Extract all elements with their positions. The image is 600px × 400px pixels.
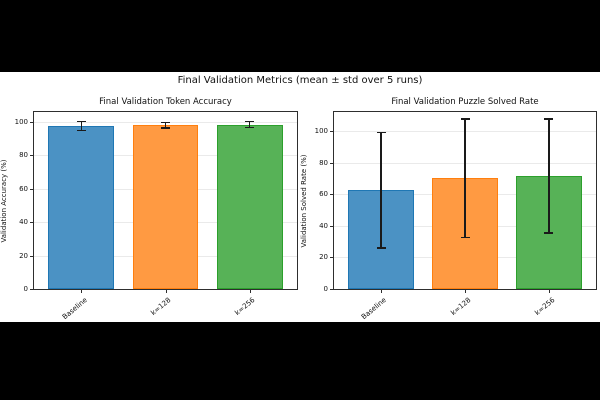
y-tick-label: 100 — [14, 118, 28, 127]
x-tick-label: k=128 — [149, 296, 173, 318]
error-bar-cap — [376, 131, 386, 134]
axes-title-puzzle-solved-rate: Final Validation Puzzle Solved Rate — [391, 97, 539, 107]
figure-title: Final Validation Metrics (mean ± std ove… — [177, 75, 423, 86]
error-bar-cap — [544, 232, 554, 234]
error-bar — [248, 121, 251, 128]
bar-k=128 — [132, 125, 199, 289]
x-tick-mark — [249, 289, 251, 293]
error-bar-cap — [544, 118, 554, 120]
axes-title-token-accuracy: Final Validation Token Accuracy — [99, 97, 232, 107]
error-bar — [548, 119, 550, 233]
error-bar-cap — [161, 127, 170, 129]
x-tick-mark — [381, 289, 383, 293]
y-tick-mark — [30, 122, 34, 124]
y-tick-mark — [330, 289, 334, 290]
bar-k=256 — [216, 124, 283, 289]
y-tick-label: 20 — [319, 253, 328, 262]
y-tick-label: 80 — [319, 158, 328, 167]
y-tick-label: 100 — [314, 126, 328, 135]
axes-puzzle-solved-rate: Final Validation Puzzle Solved Rate Vali… — [300, 97, 597, 321]
error-bar-cap — [460, 118, 470, 120]
y-tick-label: 60 — [319, 190, 328, 199]
error-bar-cap — [460, 236, 470, 239]
y-tick-mark — [30, 222, 34, 224]
y-tick-mark — [330, 130, 334, 132]
x-tick-label: Baseline — [360, 296, 389, 322]
x-tick-label: k=256 — [233, 296, 257, 318]
y-axis-label-puzzle-solved-rate: Validation Solved Rate (%) — [300, 154, 308, 247]
y-tick-mark — [30, 289, 34, 290]
axes-token-accuracy: Final Validation Token Accuracy Validati… — [0, 97, 298, 321]
y-tick-mark — [330, 225, 334, 227]
error-bar-cap — [245, 126, 255, 129]
y-tick-label: 40 — [19, 218, 28, 227]
matplotlib-figure: Final Validation Metrics (mean ± std ove… — [0, 72, 600, 322]
y-tick-label: 40 — [319, 221, 328, 230]
x-tick-mark — [548, 289, 550, 293]
error-bar — [164, 122, 167, 129]
error-bar-cap — [376, 247, 386, 249]
error-bar-cap — [76, 120, 86, 123]
y-tick-mark — [30, 255, 34, 257]
x-tick-label: Baseline — [60, 296, 89, 322]
y-tick-label: 0 — [23, 285, 28, 293]
y-tick-label: 60 — [19, 184, 28, 193]
error-bar — [464, 119, 466, 238]
error-bar-cap — [76, 129, 86, 132]
x-tick-mark — [81, 289, 83, 293]
y-axis-label-token-accuracy: Validation Accuracy (%) — [0, 158, 8, 243]
bar-Baseline — [48, 126, 115, 289]
y-tick-mark — [30, 188, 34, 190]
error-bar — [380, 132, 382, 248]
y-tick-mark — [330, 257, 334, 259]
error-bar — [80, 121, 83, 131]
y-tick-mark — [330, 194, 334, 196]
y-tick-mark — [330, 162, 334, 164]
x-tick-mark — [465, 289, 466, 293]
y-tick-label: 80 — [19, 151, 28, 160]
x-tick-label: k=256 — [533, 296, 556, 318]
y-tick-label: 0 — [323, 285, 328, 293]
error-bar-cap — [161, 121, 170, 124]
y-tick-mark — [30, 155, 34, 157]
x-tick-mark — [165, 289, 167, 293]
error-bar-cap — [245, 120, 255, 123]
y-tick-label: 20 — [19, 251, 28, 260]
x-tick-label: k=128 — [449, 296, 473, 318]
